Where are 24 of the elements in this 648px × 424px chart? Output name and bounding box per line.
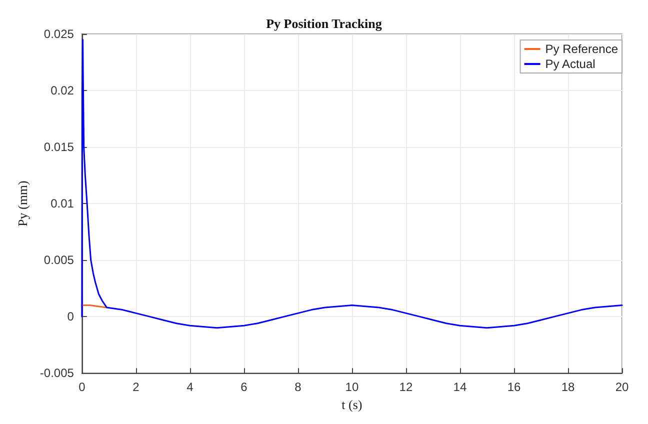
x-tick-label: 20 [615, 380, 629, 394]
x-tick-label: 4 [186, 380, 194, 394]
x-axis-title: t (s) [342, 397, 362, 412]
x-tick-label: 2 [132, 380, 140, 394]
y-tick-label: 0.02 [50, 84, 74, 98]
x-tick-label: 18 [561, 380, 575, 394]
x-tick-label: 10 [345, 380, 359, 394]
chart-title: Py Position Tracking [266, 16, 382, 31]
y-tick-label: -0.005 [40, 366, 74, 380]
legend-label: Py Actual [545, 57, 596, 71]
line-series [81, 38, 623, 329]
x-tick-label: 0 [78, 380, 86, 394]
x-tick-label: 8 [294, 380, 302, 394]
y-tick-label: 0.005 [44, 253, 74, 268]
y-tick-label: 0.025 [44, 27, 74, 41]
x-tick-label: 12 [399, 380, 413, 394]
x-tick-label: 14 [453, 380, 467, 394]
y-tick-label: 0.01 [50, 196, 74, 211]
x-tick-label: 6 [240, 380, 248, 394]
legend-label: Py Reference [545, 42, 618, 56]
y-tick-label: 0.015 [44, 140, 74, 154]
x-tick-label: 16 [507, 380, 521, 394]
y-axis-title: Py (mm) [15, 180, 30, 226]
y-tick-label: 0 [67, 310, 74, 324]
